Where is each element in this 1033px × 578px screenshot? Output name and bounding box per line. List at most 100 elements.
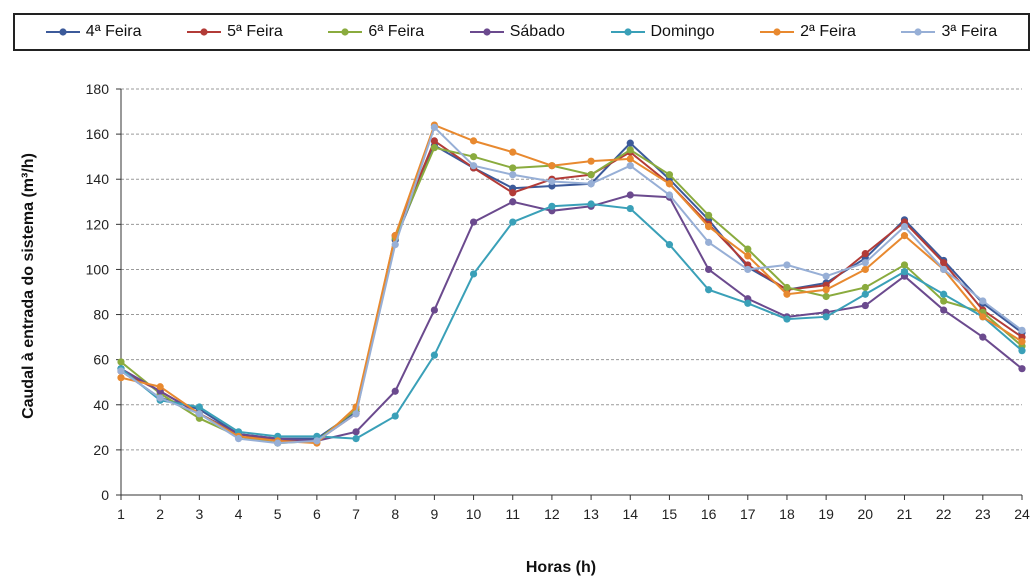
data-point [861,283,869,292]
data-point [783,261,791,269]
legend-label: Sábado [509,23,565,40]
x-tick-label: 6 [313,506,321,522]
x-tick-label: 23 [975,506,991,522]
data-point [509,148,517,156]
data-point [705,211,713,219]
data-point [940,306,948,314]
legend-label: 3ª Feira [941,23,998,40]
data-point [665,171,674,179]
x-tick-label: 22 [936,506,952,522]
legend-label: 4ª Feira [85,23,142,40]
legend-item: 3ª Feira [901,23,997,41]
data-point [822,313,830,321]
series-line [120,125,1023,445]
legend-item: Domingo [610,23,715,41]
y-tick-label: 100 [86,261,110,277]
data-point [391,412,399,420]
legend-swatch-marker [200,28,208,36]
data-point [900,222,909,231]
data-point [156,383,164,391]
x-tick-label: 24 [1014,506,1030,522]
data-point [744,245,752,253]
series-line [120,146,1023,445]
gridlines [121,88,1022,451]
data-point [861,290,869,298]
y-tick-label: 40 [93,397,109,413]
x-tick-label: 9 [430,506,438,522]
y-tick-label: 80 [93,307,109,323]
data-point [469,270,478,278]
data-point [861,301,869,310]
data-point [861,259,869,267]
data-point [509,189,517,197]
legend-swatch-marker [773,28,781,36]
data-point [940,290,948,298]
y-axis-label: Caudal à entrada do sistema (m³/h) [20,153,37,419]
data-point [195,410,203,418]
x-tick-label: 18 [779,506,795,522]
data-point [234,435,243,443]
y-tick-label: 60 [93,352,109,368]
data-point [1018,326,1026,334]
data-point [587,180,595,188]
x-tick-label: 14 [622,506,638,522]
data-point [156,394,164,402]
legend-label: 6ª Feira [368,23,425,40]
data-point [900,268,909,276]
data-point [195,403,203,411]
y-tick-label: 20 [93,442,109,458]
data-point [509,198,517,206]
data-point [469,162,478,170]
y-tick-label: 0 [101,487,109,503]
legend-swatch [328,28,363,36]
chart-legend: 4ª Feira 5ª Feira 6ª Feira Sábado Domingo 2ª … [13,13,1030,51]
x-tick-label: 3 [195,506,203,522]
data-point [900,261,909,269]
data-point [1018,347,1026,355]
data-point [626,191,634,199]
legend-swatch [610,28,645,36]
data-point [548,177,556,186]
data-point [940,259,948,267]
data-point [587,200,595,208]
data-point [822,272,830,280]
legend-label: 2ª Feira [800,23,856,40]
x-tick-label: 20 [858,506,874,522]
y-tick-label: 160 [86,126,110,142]
data-point [548,202,556,210]
data-point [313,437,321,445]
x-tick-label: 8 [391,506,399,522]
data-point [430,123,438,131]
series-line [120,139,1023,442]
data-point [705,286,713,294]
data-point [940,297,948,305]
data-point [626,139,634,147]
x-axis-label: Horas (h) [526,559,596,576]
data-point [117,367,125,375]
data-point [352,428,360,436]
data-point [744,265,752,274]
x-tick-label: 21 [897,506,913,522]
x-tick-label: 13 [583,506,599,522]
legend-swatch-marker [59,28,67,36]
legend-swatch [760,28,795,36]
legend-swatch-marker [483,28,491,36]
data-point [352,435,360,443]
data-point [744,299,752,307]
data-point [783,283,791,292]
data-point [705,238,713,246]
data-point [705,222,713,231]
data-point [626,155,634,163]
data-point [587,157,595,165]
legend-item: 6ª Feira [328,23,424,41]
data-point [430,137,438,145]
data-point [587,171,595,179]
legend-swatch [469,28,504,36]
legend-swatch-marker [914,28,923,36]
x-tick-label: 1 [117,506,125,522]
legend-item: 5ª Feira [187,23,283,41]
x-tick-label: 10 [466,506,482,522]
data-point [391,387,399,395]
data-point [979,297,987,305]
series-lines [117,121,1026,447]
